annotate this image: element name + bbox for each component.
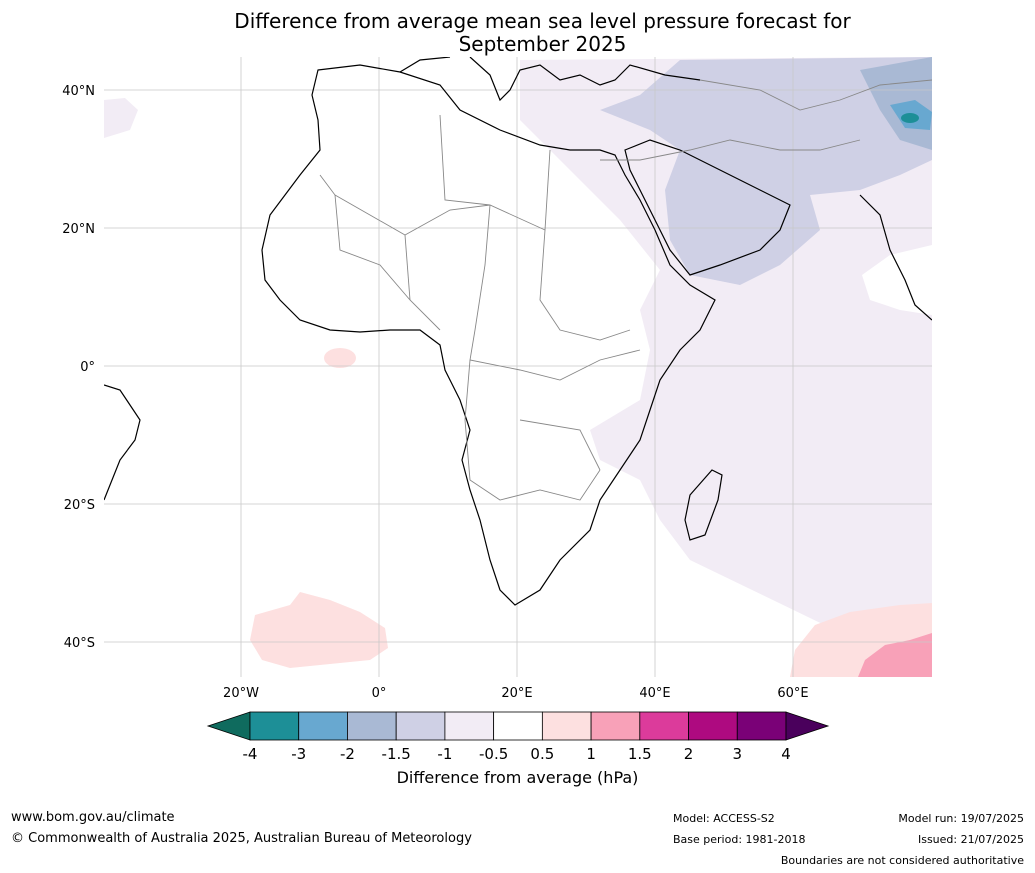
footer-url[interactable]: www.bom.gov.au/climate [11,810,175,825]
footer-copyright: © Commonwealth of Australia 2025, Austra… [11,831,472,846]
colorbar-segment [736,711,787,741]
coastlines [104,57,932,606]
colorbar-segment [688,711,738,741]
longitude-labels: 20°W 0° 20°E 40°E 60°E [223,686,809,701]
colorbar-tick-label: -3 [291,745,306,763]
coast-india [859,194,932,321]
anomaly-region-positive-gulf-guinea [324,348,356,368]
colorbar-tick-label: 2 [684,745,694,763]
coast-madagascar [684,469,723,541]
anomaly-region-negative-weak [520,57,932,677]
lon-label-20w: 20°W [223,686,259,701]
map-title: Difference from average mean sea level p… [0,10,1035,56]
anomaly-region-positive-south-indian-strong [858,633,932,677]
title-line-2: September 2025 [458,32,627,56]
coast-africa [261,64,716,606]
colorbar-extend-low [206,711,251,741]
anomaly-region-neutral-india [862,245,932,315]
colorbar-segment [639,711,689,741]
anomaly-fill-layer [104,57,932,677]
colorbar-segment [541,711,592,741]
lon-label-60e: 60°E [777,686,808,701]
colorbar-segment [249,711,300,741]
footer-model-run: Model run: 19/07/2025 [898,812,1024,825]
colorbar-tick-label: 3 [732,745,742,763]
country-borders [319,79,932,501]
footer-model: Model: ACCESS-S2 [673,812,775,825]
colorbar-segment [444,711,495,741]
colorbar-tick-labels: -4 -3 -2 -1.5 -1 -0.5 0.5 1 1.5 2 3 4 [243,745,791,763]
graticule [104,57,932,677]
coast-europe [399,57,701,102]
lat-label-20n: 20°N [62,222,95,237]
colorbar-segment [395,711,446,741]
colorbar-extend-high [785,711,830,741]
colorbar-segment [590,711,641,741]
colorbar-segment [493,711,543,741]
footer-base-period: Base period: 1981-2018 [673,833,806,846]
coast-south-america [104,384,141,501]
colorbar-label: Difference from average (hPa) [396,768,639,787]
colorbar-tick-label: -2 [340,745,355,763]
footer-boundaries-note: Boundaries are not considered authoritat… [780,854,1024,867]
anomaly-region-negative-atlantic [104,98,138,138]
footer-issued: Issued: 21/07/2025 [917,833,1024,846]
lat-label-40s: 40°S [64,636,95,651]
lon-label-20e: 20°E [501,686,532,701]
colorbar-segment [347,711,397,741]
colorbar-tick-label: 1.5 [628,745,652,763]
anomaly-region-positive-south-atlantic [250,592,388,668]
latitude-labels: 40°N 20°N 0° 20°S 40°S [62,84,95,651]
lon-label-0: 0° [372,686,387,701]
colorbar-tick-label: 1 [586,745,596,763]
anomaly-region-negative-peak [901,113,919,123]
colorbar [206,711,830,741]
lat-label-40n: 40°N [62,84,95,99]
lat-label-20s: 20°S [64,498,95,513]
colorbar-tick-label: 4 [781,745,791,763]
lat-label-equator: 0° [80,360,95,375]
lon-label-40e: 40°E [639,686,670,701]
title-line-1: Difference from average mean sea level p… [234,9,851,33]
colorbar-tick-label: -1.5 [382,745,411,763]
coast-arabia [624,139,791,276]
colorbar-tick-label: -0.5 [479,745,508,763]
colorbar-segment [298,711,348,741]
colorbar-tick-label: -4 [243,745,258,763]
map-panel [104,57,932,677]
colorbar-tick-label: 0.5 [530,745,554,763]
colorbar-tick-label: -1 [437,745,452,763]
